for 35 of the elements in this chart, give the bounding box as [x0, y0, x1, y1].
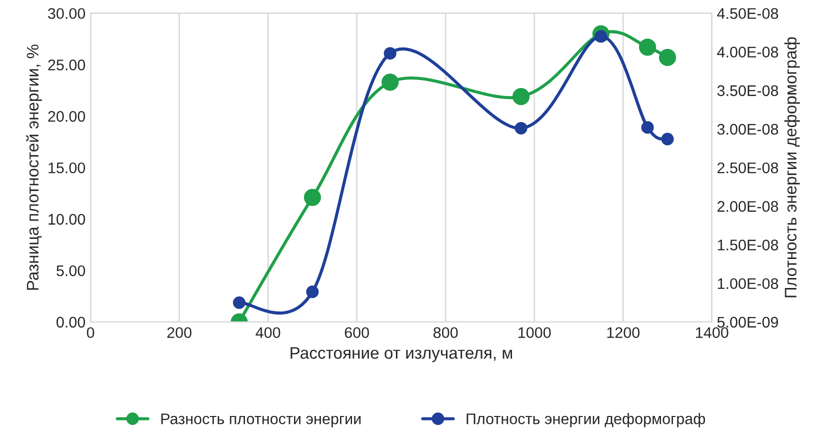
legend-label: Разность плотности энергии	[161, 414, 361, 428]
point	[384, 47, 396, 60]
x-tick-label: 1000	[518, 327, 551, 338]
point	[641, 121, 654, 134]
y2-tick-label: 1.50E-08	[718, 240, 778, 250]
y2-tick-label: 4.50E-08	[717, 8, 778, 19]
x-tick-label: 800	[434, 327, 458, 338]
x-axis-title: Расстояние от излучателя, м	[290, 347, 512, 362]
y2-tick-label: 3.50E-08	[717, 85, 778, 96]
y2-tick-label: 1.00E-08	[718, 278, 778, 290]
y2-axis-title: Плотность энергии деформограф	[784, 37, 800, 298]
point	[661, 132, 674, 146]
point	[306, 286, 319, 298]
y-axis-title: Разница плотностей энергии, %	[26, 44, 42, 290]
y-tick-label: 25.00	[48, 60, 86, 70]
x-tick-label: 400	[256, 327, 280, 338]
y-tick-label: 30.00	[48, 8, 86, 19]
x-tick-label: 1400	[696, 327, 728, 338]
x-tick-label: 1200	[607, 327, 640, 338]
point	[514, 122, 528, 134]
y-tick-label: 10.00	[48, 214, 86, 225]
y2-tick-label: 3.00E-08	[717, 124, 778, 135]
legend-label: Плотность энергии деформограф	[466, 413, 706, 428]
y-tick-label: 20.00	[48, 111, 86, 122]
y-tick-label: 5.00	[56, 265, 86, 276]
y2-tick-label: 4.00E-08	[717, 46, 778, 58]
y2-tick-label: 2.00E-08	[718, 201, 778, 212]
y2-tick-label: 5.00E-09	[717, 316, 778, 328]
y-tick-label: 15.00	[48, 162, 86, 174]
x-tick-label: 600	[344, 327, 369, 338]
x-tick-label: 0	[86, 327, 94, 338]
y-tick-label: 0.00	[56, 316, 86, 328]
point	[232, 296, 246, 309]
y2-tick-label: 2.50E-08	[718, 162, 778, 174]
x-tick-label: 200	[167, 327, 192, 338]
